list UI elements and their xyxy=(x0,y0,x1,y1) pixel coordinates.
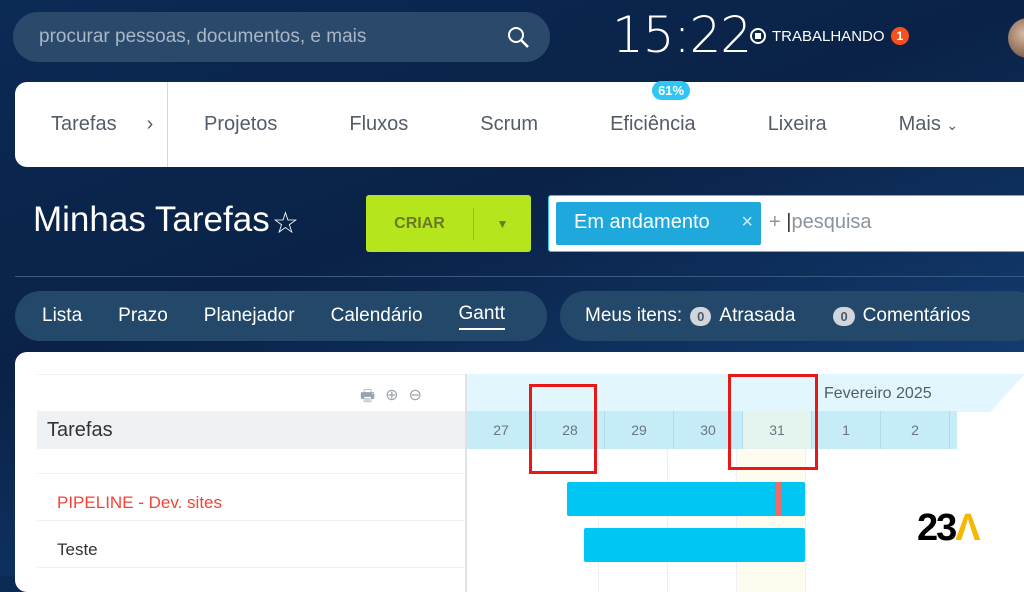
gantt-tools: 🖶 ⊕ ⊖ xyxy=(360,385,422,412)
nav-item-tarefas[interactable]: Tarefas › xyxy=(15,82,168,167)
my-items-label: Meus itens: xyxy=(585,305,683,326)
day-label: 1 xyxy=(812,411,881,449)
nav-item-fluxos[interactable]: Fluxos xyxy=(349,113,409,135)
today-column xyxy=(736,449,805,592)
nav-item-projetos[interactable]: Projetos xyxy=(204,113,278,135)
filter-search-input[interactable]: Em andamento × + |pesquisa xyxy=(548,195,1024,252)
my-items-bar: Meus itens: 0 Atrasada 0 Comentários xyxy=(560,291,1024,341)
month-header: Fevereiro 2025 xyxy=(467,374,1024,412)
gantt-bar[interactable] xyxy=(567,482,805,516)
highlight-box xyxy=(728,374,818,470)
work-status-label: TRABALHANDO xyxy=(772,27,885,45)
day-label: 27 xyxy=(467,411,536,449)
highlight-box xyxy=(529,384,597,474)
create-label: CRIAR xyxy=(366,207,474,240)
task-row[interactable]: Teste xyxy=(57,540,98,559)
work-status-button[interactable]: TRABALHANDO 1 xyxy=(750,27,910,45)
view-tabs: Lista Prazo Planejador Calendário Gantt xyxy=(15,291,547,341)
splitter[interactable] xyxy=(465,374,467,592)
placeholder-text: pesquisa xyxy=(791,211,872,233)
grid-line xyxy=(667,449,668,592)
nav-item-lixeira[interactable]: Lixeira xyxy=(767,113,827,135)
grid-line xyxy=(805,449,806,592)
zoom-in-icon[interactable]: ⊕ xyxy=(385,387,399,404)
search-icon[interactable] xyxy=(506,25,530,49)
tasks-column-header: Tarefas xyxy=(37,411,465,449)
divider xyxy=(37,520,465,521)
nav-label: Eficiência xyxy=(610,113,696,135)
status-badge: 1 xyxy=(890,27,910,45)
top-nav: Tarefas › Projetos Fluxos Scrum Eficiênci… xyxy=(15,81,1024,167)
tab-gantt[interactable]: Gantt xyxy=(458,303,506,330)
search-placeholder: + |pesquisa xyxy=(769,211,872,233)
day-label: 31 xyxy=(743,411,812,449)
day-label: 29 xyxy=(605,411,674,449)
deadline-marker xyxy=(776,482,781,516)
nav-label: Mais xyxy=(898,113,941,135)
tab-planejador[interactable]: Planejador xyxy=(203,305,295,326)
chevron-down-icon: ⌄ xyxy=(946,117,959,133)
stop-icon xyxy=(750,28,766,44)
zoom-out-icon[interactable]: ⊖ xyxy=(408,387,422,404)
nav-item-eficiencia[interactable]: Eficiência 61% xyxy=(574,81,732,136)
divider xyxy=(37,374,465,375)
nav-item-scrum[interactable]: Scrum xyxy=(480,113,539,135)
gantt-panel: 🖶 ⊕ ⊖ Tarefas PIPELINE - Dev. sites Teste … xyxy=(15,352,1024,592)
clock: 15:22 xyxy=(612,6,752,64)
avatar[interactable] xyxy=(1008,18,1024,58)
divider xyxy=(37,567,465,568)
chevron-right-icon: › xyxy=(146,113,154,135)
logo: 23Λ xyxy=(917,507,981,549)
task-row[interactable]: PIPELINE - Dev. sites xyxy=(57,493,223,512)
tab-prazo[interactable]: Prazo xyxy=(118,305,168,326)
create-button[interactable]: CRIAR ▼ xyxy=(366,195,531,252)
close-icon[interactable]: × xyxy=(741,211,753,233)
efficiency-badge: 61% xyxy=(652,81,691,100)
overdue-count: 0 xyxy=(690,306,712,326)
divider xyxy=(15,276,1024,277)
caret-down-icon[interactable]: ▼ xyxy=(496,216,509,231)
global-search-input[interactable]: procurar pessoas, documentos, e mais xyxy=(13,12,550,62)
star-icon[interactable]: ☆ xyxy=(272,207,299,240)
print-icon[interactable]: 🖶 xyxy=(360,388,376,405)
grid-line xyxy=(598,449,599,592)
search-placeholder: procurar pessoas, documentos, e mais xyxy=(39,26,367,47)
page-title: Minhas Tarefas xyxy=(33,200,270,239)
days-header: 27 28 29 30 31 1 2 xyxy=(467,411,957,449)
watermark-overlay xyxy=(825,375,1024,592)
grid-line xyxy=(736,449,737,592)
chip-label: Em andamento xyxy=(574,211,710,233)
day-label: 2 xyxy=(881,411,950,449)
comments-count: 0 xyxy=(833,306,855,326)
filter-chip[interactable]: Em andamento × xyxy=(556,202,761,245)
tab-calendario[interactable]: Calendário xyxy=(330,305,423,326)
gantt-bar[interactable] xyxy=(584,528,805,562)
overdue-filter[interactable]: Atrasada xyxy=(719,305,796,326)
month-label: Fevereiro 2025 xyxy=(824,385,932,402)
comments-filter[interactable]: Comentários xyxy=(862,305,971,326)
day-label: 30 xyxy=(674,411,743,449)
nav-item-mais[interactable]: Mais ⌄ xyxy=(863,113,995,136)
tab-lista[interactable]: Lista xyxy=(42,305,83,326)
divider xyxy=(37,473,465,474)
day-label: 28 xyxy=(536,411,605,449)
nav-label: Tarefas xyxy=(51,113,117,135)
